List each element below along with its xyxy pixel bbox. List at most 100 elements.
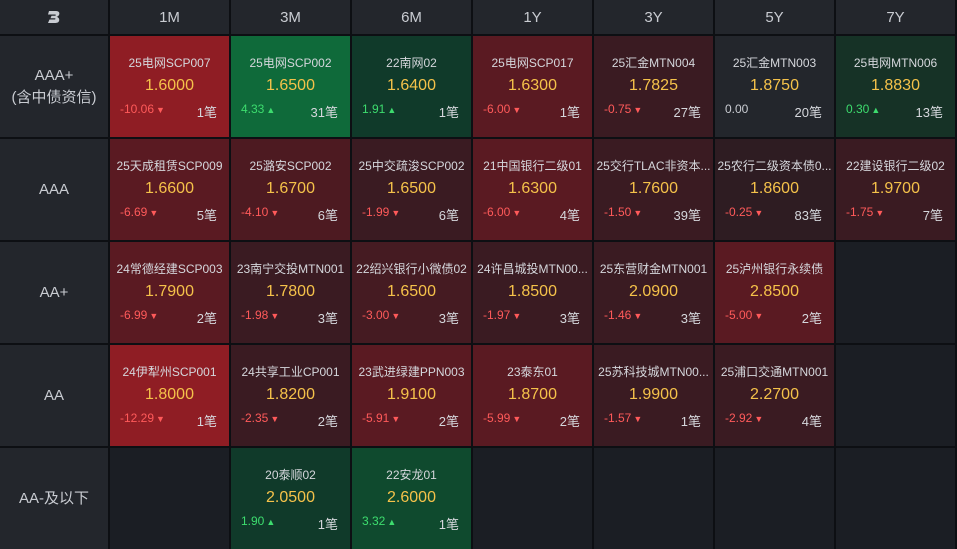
bond-yield: 1.8750 — [750, 77, 799, 94]
bond-cell[interactable]: 22绍兴银行小微债02 1.6500 -3.00 ▼ 3笔 — [352, 242, 471, 343]
bond-name: 25泸州银行永续债 — [725, 262, 824, 276]
bond-cell[interactable]: 25电网SCP002 1.6500 4.33 ▲ 31笔 — [231, 36, 350, 137]
trade-count: 1笔 — [196, 414, 217, 429]
bond-yield: 2.0900 — [629, 283, 678, 300]
column-header-3m[interactable]: 3M — [231, 0, 350, 34]
arrow-up-icon: ▲ — [387, 105, 397, 115]
bond-name: 25汇金MTN004 — [611, 56, 696, 70]
bond-cell[interactable]: 24许昌城投MTN00... 1.8500 -1.97 ▼ 3笔 — [473, 242, 592, 343]
yield-change: -10.06 ▼ — [120, 102, 165, 116]
yield-change-value: -0.75 — [604, 102, 632, 116]
bond-cell[interactable]: 23武进绿建PPN003 1.9100 -5.91 ▼ 2笔 — [352, 345, 471, 446]
bond-yield: 2.0500 — [266, 489, 315, 506]
row-label-line: AA+ — [39, 283, 69, 301]
bond-name: 25苏科技城MTN00... — [598, 365, 709, 379]
yield-change: -6.69 ▼ — [120, 205, 158, 219]
column-header-5y[interactable]: 5Y — [715, 0, 834, 34]
bond-cell[interactable]: 25汇金MTN003 1.8750 0.00 20笔 — [715, 36, 834, 137]
bond-cell[interactable]: 22安龙01 2.6000 3.32 ▲ 1笔 — [352, 448, 471, 549]
yield-change: 4.33 ▲ — [241, 102, 275, 116]
yield-change-value: -1.99 — [362, 205, 390, 219]
column-header-1m[interactable]: 1M — [110, 0, 229, 34]
column-header-7y[interactable]: 7Y — [836, 0, 955, 34]
yield-change-value: -2.35 — [241, 411, 269, 425]
bond-cell[interactable]: 21中国银行二级01 1.6300 -6.00 ▼ 4笔 — [473, 139, 592, 240]
yield-change-value: -5.00 — [725, 308, 753, 322]
trade-count: 4笔 — [801, 414, 822, 429]
bond-cell[interactable]: 25苏科技城MTN00... 1.9900 -1.57 ▼ 1笔 — [594, 345, 713, 446]
trade-count: 39笔 — [673, 208, 701, 223]
bond-yield: 1.8500 — [508, 283, 557, 300]
empty-cell — [594, 448, 713, 549]
bond-name: 25电网SCP002 — [249, 56, 332, 70]
bond-name: 25东营财金MTN001 — [599, 262, 708, 276]
bond-cell[interactable]: 23南宁交投MTN001 1.7800 -1.98 ▼ 3笔 — [231, 242, 350, 343]
bond-cell[interactable]: 25浦口交通MTN001 2.2700 -2.92 ▼ 4笔 — [715, 345, 834, 446]
yield-change: -12.29 ▼ — [120, 411, 165, 425]
bond-name: 25交行TLAC非资本... — [596, 159, 711, 173]
corner-logo-cell[interactable] — [0, 0, 108, 34]
bond-cell[interactable]: 25东营财金MTN001 2.0900 -1.46 ▼ 3笔 — [594, 242, 713, 343]
yield-change-value: -5.99 — [483, 411, 511, 425]
trade-count: 1笔 — [196, 105, 217, 120]
row-label-line: AA — [43, 386, 64, 404]
row-label-line: (含中债资信) — [11, 88, 97, 106]
bond-cell[interactable]: 25天成租赁SCP009 1.6600 -6.69 ▼ 5笔 — [110, 139, 229, 240]
bond-cell[interactable]: 25电网SCP007 1.6000 -10.06 ▼ 1笔 — [110, 36, 229, 137]
bond-yield: 1.6400 — [387, 77, 436, 94]
yield-change-value: -3.00 — [362, 308, 390, 322]
trade-count: 2笔 — [438, 414, 459, 429]
bond-cell[interactable]: 25中交疏浚SCP002 1.6500 -1.99 ▼ 6笔 — [352, 139, 471, 240]
yield-change: -2.35 ▼ — [241, 411, 279, 425]
bond-name: 23南宁交投MTN001 — [236, 262, 345, 276]
empty-cell — [836, 242, 955, 343]
arrow-down-icon: ▼ — [754, 208, 764, 218]
yield-change-value: -6.69 — [120, 205, 148, 219]
bond-name: 21中国银行二级01 — [483, 159, 582, 173]
trade-count: 3笔 — [680, 311, 701, 326]
bond-cell[interactable]: 25农行二级资本债0... 1.8600 -0.25 ▼ 83笔 — [715, 139, 834, 240]
arrow-down-icon: ▼ — [270, 311, 280, 321]
bond-cell[interactable]: 25交行TLAC非资本... 1.7600 -1.50 ▼ 39笔 — [594, 139, 713, 240]
yield-change: 1.91 ▲ — [362, 102, 396, 116]
bond-cell[interactable]: 25泸州银行永续债 2.8500 -5.00 ▼ 2笔 — [715, 242, 834, 343]
arrow-down-icon: ▼ — [270, 414, 280, 424]
yield-change-value: -5.91 — [362, 411, 390, 425]
trade-count: 7笔 — [922, 208, 943, 223]
arrow-down-icon: ▼ — [512, 105, 522, 115]
column-header-3y[interactable]: 3Y — [594, 0, 713, 34]
yield-change: -0.75 ▼ — [604, 102, 642, 116]
yield-change-value: -10.06 — [120, 102, 155, 116]
bond-cell[interactable]: 25电网MTN006 1.8830 0.30 ▲ 13笔 — [836, 36, 955, 137]
trade-count: 2笔 — [317, 414, 338, 429]
yield-change: -1.46 ▼ — [604, 308, 642, 322]
arrow-down-icon: ▼ — [512, 208, 522, 218]
bond-cell[interactable]: 25潞安SCP002 1.6700 -4.10 ▼ 6笔 — [231, 139, 350, 240]
bond-cell[interactable]: 25电网SCP017 1.6300 -6.00 ▼ 1笔 — [473, 36, 592, 137]
column-header-1y[interactable]: 1Y — [473, 0, 592, 34]
bond-cell[interactable]: 24伊犁州SCP001 1.8000 -12.29 ▼ 1笔 — [110, 345, 229, 446]
yield-change-value: -6.99 — [120, 308, 148, 322]
bond-cell[interactable]: 25汇金MTN004 1.7825 -0.75 ▼ 27笔 — [594, 36, 713, 137]
bond-cell[interactable]: 23泰东01 1.8700 -5.99 ▼ 2笔 — [473, 345, 592, 446]
bond-yield: 1.6700 — [266, 180, 315, 197]
trade-count: 2笔 — [559, 414, 580, 429]
bond-yield: 1.6300 — [508, 77, 557, 94]
bond-yield: 1.8200 — [266, 386, 315, 403]
bond-cell[interactable]: 24常德经建SCP003 1.7900 -6.99 ▼ 2笔 — [110, 242, 229, 343]
arrow-down-icon: ▼ — [512, 414, 522, 424]
yield-change-value: -1.46 — [604, 308, 632, 322]
trade-count: 4笔 — [559, 208, 580, 223]
bond-cell[interactable]: 22南网02 1.6400 1.91 ▲ 1笔 — [352, 36, 471, 137]
trade-count: 1笔 — [438, 105, 459, 120]
bond-name: 22南网02 — [386, 56, 437, 70]
bond-cell[interactable]: 24共享工业CP001 1.8200 -2.35 ▼ 2笔 — [231, 345, 350, 446]
bond-cell[interactable]: 22建设银行二级02 1.9700 -1.75 ▼ 7笔 — [836, 139, 955, 240]
yield-change-value: 0.00 — [725, 102, 749, 116]
bond-name: 25中交疏浚SCP002 — [358, 159, 465, 173]
bond-cell[interactable]: 20泰顺02 2.0500 1.90 ▲ 1笔 — [231, 448, 350, 549]
column-header-6m[interactable]: 6M — [352, 0, 471, 34]
yield-change-value: -1.50 — [604, 205, 632, 219]
bond-yield: 1.6600 — [145, 180, 194, 197]
trade-count: 3笔 — [317, 311, 338, 326]
